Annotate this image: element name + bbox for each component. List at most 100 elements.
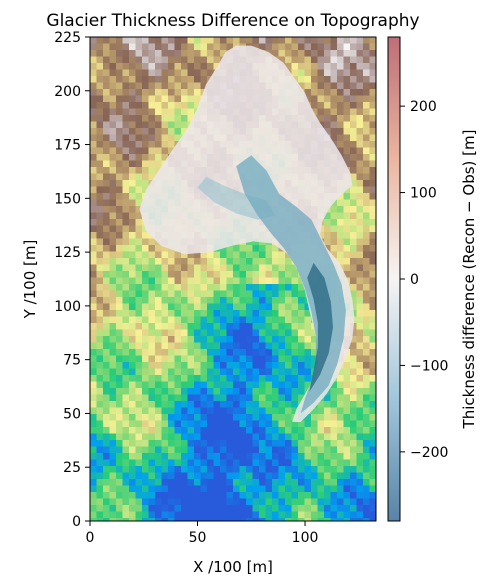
terrain-cell	[226, 459, 234, 467]
terrain-cell	[207, 479, 215, 487]
terrain-cell	[337, 89, 345, 97]
terrain-cell	[187, 485, 195, 493]
terrain-cell	[304, 76, 312, 84]
terrain-cell	[109, 414, 117, 422]
terrain-cell	[103, 147, 111, 155]
terrain-cell	[324, 102, 332, 110]
terrain-cell	[265, 303, 273, 311]
terrain-cell	[246, 264, 254, 272]
terrain-cell	[200, 290, 208, 298]
terrain-cell	[109, 440, 117, 448]
terrain-cell	[109, 284, 117, 292]
terrain-cell	[278, 277, 286, 285]
terrain-cell	[265, 43, 273, 51]
terrain-cell	[122, 264, 130, 272]
terrain-cell	[129, 511, 137, 519]
terrain-cell	[122, 440, 130, 448]
terrain-cell	[356, 472, 364, 480]
terrain-cell	[298, 394, 306, 402]
terrain-cell	[135, 251, 143, 259]
terrain-cell	[213, 368, 221, 376]
terrain-cell	[324, 121, 332, 129]
terrain-cell	[278, 264, 286, 272]
terrain-cell	[369, 121, 376, 129]
terrain-cell	[278, 290, 286, 298]
terrain-cell	[285, 355, 293, 363]
terrain-cell	[265, 258, 273, 266]
terrain-cell	[148, 37, 156, 45]
terrain-cell	[207, 485, 215, 493]
terrain-cell	[350, 420, 358, 428]
terrain-cell	[187, 102, 195, 110]
terrain-cell	[168, 472, 176, 480]
terrain-cell	[155, 37, 163, 45]
terrain-cell	[96, 394, 104, 402]
terrain-cell	[155, 453, 163, 461]
terrain-cell	[350, 277, 358, 285]
terrain-cell	[96, 329, 104, 337]
terrain-cell	[90, 180, 98, 188]
terrain-cell	[226, 427, 234, 435]
terrain-cell	[90, 63, 98, 71]
terrain-cell	[116, 485, 124, 493]
terrain-cell	[90, 336, 98, 344]
terrain-cell	[96, 43, 104, 51]
terrain-cell	[259, 498, 267, 506]
terrain-cell	[207, 297, 215, 305]
terrain-cell	[363, 518, 371, 521]
terrain-cell	[96, 271, 104, 279]
terrain-cell	[109, 264, 117, 272]
terrain-cell	[252, 238, 260, 246]
terrain-cell	[356, 277, 364, 285]
terrain-cell	[220, 290, 228, 298]
terrain-cell	[174, 37, 182, 45]
terrain-cell	[259, 310, 267, 318]
terrain-cell	[129, 206, 137, 214]
terrain-cell	[90, 394, 98, 402]
terrain-cell	[142, 446, 150, 454]
terrain-cell	[220, 518, 228, 521]
terrain-cell	[129, 186, 137, 194]
y-axis-label: Y /100 [m]	[21, 240, 39, 320]
terrain-cell	[337, 43, 345, 51]
terrain-cell	[239, 446, 247, 454]
terrain-cell	[363, 277, 371, 285]
terrain-cell	[369, 401, 376, 409]
terrain-cell	[90, 212, 98, 220]
terrain-cell	[363, 264, 371, 272]
terrain-cell	[103, 173, 111, 181]
terrain-cell	[135, 102, 143, 110]
terrain-cell	[148, 388, 156, 396]
terrain-cell	[129, 316, 137, 324]
terrain-cell	[285, 511, 293, 519]
terrain-cell	[207, 264, 215, 272]
terrain-cell	[142, 264, 150, 272]
terrain-cell	[116, 199, 124, 207]
terrain-cell	[174, 277, 182, 285]
terrain-cell	[363, 206, 371, 214]
terrain-cell	[181, 388, 189, 396]
terrain-cell	[148, 323, 156, 331]
terrain-cell	[181, 82, 189, 90]
terrain-cell	[207, 342, 215, 350]
terrain-cell	[142, 303, 150, 311]
terrain-cell	[194, 355, 202, 363]
colorbar-tick-label: −100	[410, 358, 448, 374]
terrain-cell	[148, 485, 156, 493]
terrain-cell	[155, 102, 163, 110]
terrain-cell	[343, 446, 351, 454]
terrain-cell	[129, 453, 137, 461]
terrain-cell	[363, 95, 371, 103]
terrain-cell	[304, 505, 312, 513]
terrain-cell	[278, 453, 286, 461]
terrain-cell	[291, 518, 299, 521]
terrain-cell	[129, 290, 137, 298]
terrain-cell	[298, 336, 306, 344]
terrain-cell	[330, 238, 338, 246]
terrain-cell	[135, 50, 143, 58]
terrain-cell	[356, 115, 364, 123]
terrain-cell	[337, 206, 345, 214]
terrain-cell	[343, 108, 351, 116]
terrain-cell	[272, 310, 280, 318]
terrain-cell	[161, 459, 169, 467]
